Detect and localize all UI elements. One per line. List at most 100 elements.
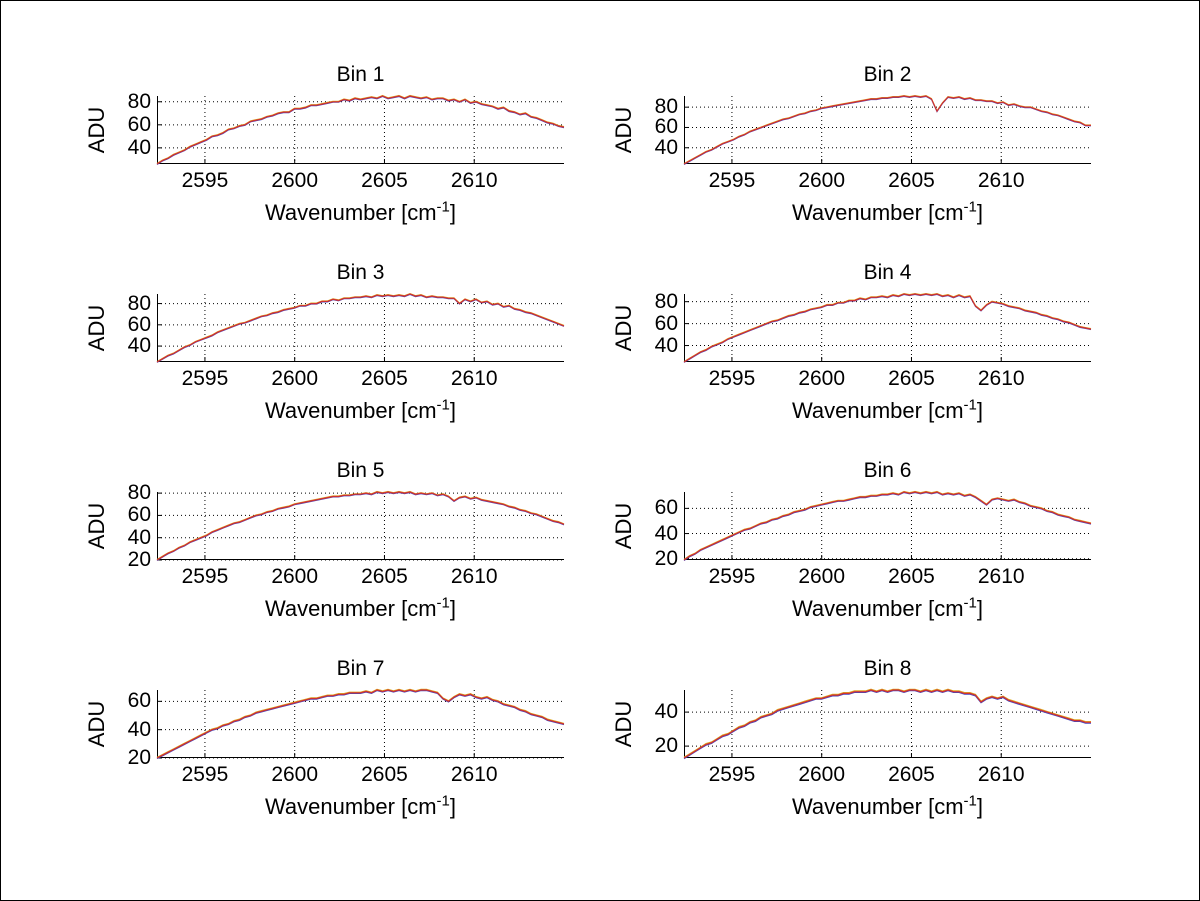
x-axis-label-base: Wavenumber [cm	[791, 398, 964, 423]
x-tick-label: 2600	[271, 367, 319, 390]
subplot-title: Bin 6	[863, 459, 912, 482]
y-tick-label: 40	[127, 525, 151, 549]
subplot-bin-1: Bin 1 ADU 40 60 80 2595 2600 2605 2610 Wavenumber…	[84, 63, 565, 225]
y-tick-label: 60	[127, 503, 151, 527]
x-tick-label: 2610	[977, 367, 1025, 390]
subplot-title: Bin 5	[336, 459, 385, 482]
data-line-underlay-yellow	[683, 292, 1092, 362]
data-line-underlay-blue	[683, 293, 1092, 363]
plot-area	[156, 490, 565, 562]
x-axis-label: Wavenumber [cm-1]	[157, 792, 564, 822]
x-tick-label: 2605	[361, 169, 408, 192]
x-axis-label: Wavenumber [cm-1]	[157, 198, 564, 228]
subplot-title: Bin 3	[336, 261, 385, 284]
data-line-underlay-yellow	[156, 94, 565, 164]
x-tick-label: 2595	[181, 763, 229, 786]
x-tick-label: 2595	[708, 367, 756, 390]
y-tick-label: 20	[127, 548, 151, 571]
x-tick-label: 2595	[181, 565, 229, 588]
y-tick-label: 80	[654, 95, 678, 119]
subplot-bin-3: Bin 3 ADU 40 60 80 2595 2600 2605 2610 Wavenumber…	[84, 261, 565, 423]
x-tick-label: 2595	[181, 169, 229, 192]
x-axis-label-end: ]	[976, 794, 984, 819]
y-tick-label: 40	[654, 135, 678, 159]
subplot-title: Bin 2	[863, 63, 912, 86]
subplot-bin-8: Bin 8 ADU 20 40 2595 2600 2605 2610 Wavenumber […	[611, 657, 1091, 819]
y-tick-label: 40	[654, 333, 678, 357]
subplot-bin-7: Bin 7 ADU 20 40 60 2595 2600 2605 2610 Wavenumber…	[84, 657, 565, 819]
data-line-underlay-blue	[156, 293, 565, 363]
x-tick-label: 2605	[888, 169, 935, 192]
y-tick-label: 20	[654, 734, 678, 758]
x-axis-label: Wavenumber [cm-1]	[684, 396, 1091, 426]
x-axis-label-base: Wavenumber [cm	[791, 596, 964, 621]
y-tick-label: 60	[654, 311, 678, 335]
x-axis-label-end: ]	[976, 398, 984, 423]
y-tick-label: 80	[654, 289, 678, 313]
subplot-title: Bin 4	[863, 261, 912, 284]
x-axis-label-base: Wavenumber [cm	[264, 596, 437, 621]
x-axis-label-base: Wavenumber [cm	[264, 794, 437, 819]
x-axis-label-exponent: -1	[436, 594, 450, 612]
x-tick-label: 2610	[450, 763, 498, 786]
x-tick-label: 2605	[888, 367, 935, 390]
x-tick-label: 2605	[888, 565, 935, 588]
x-axis-label: Wavenumber [cm-1]	[157, 594, 564, 624]
x-tick-label: 2595	[708, 763, 756, 786]
x-axis-label-exponent: -1	[436, 396, 450, 414]
x-axis-label-exponent: -1	[436, 792, 450, 810]
x-tick-label: 2610	[977, 763, 1025, 786]
x-tick-label: 2610	[450, 565, 498, 588]
data-line-underlay-blue	[683, 690, 1091, 760]
x-tick-label: 2605	[361, 367, 408, 390]
data-line	[156, 293, 565, 363]
x-tick-label: 2600	[271, 565, 319, 588]
data-line-underlay-yellow	[683, 688, 1091, 758]
x-axis-label-exponent: -1	[963, 198, 977, 216]
data-line-underlay-blue	[156, 492, 565, 562]
data-line	[156, 689, 565, 759]
subplot-title: Bin 1	[336, 63, 385, 86]
x-axis-label-exponent: -1	[436, 198, 450, 216]
plot-area	[156, 292, 565, 363]
x-axis-label-end: ]	[449, 596, 457, 621]
data-line	[156, 95, 565, 165]
plot-area	[683, 688, 1091, 760]
subplot-title: Bin 8	[863, 657, 912, 680]
y-tick-label: 40	[127, 135, 151, 159]
x-tick-label: 2605	[361, 565, 408, 588]
x-axis-label-end: ]	[449, 398, 457, 423]
x-tick-label: 2595	[708, 565, 756, 588]
y-tick-label: 40	[127, 717, 151, 741]
y-tick-label: 80	[127, 89, 151, 113]
x-axis-label-end: ]	[976, 200, 984, 225]
y-tick-label: 40	[654, 521, 678, 545]
plot-area	[156, 688, 565, 760]
data-line-underlay-yellow	[683, 490, 1092, 560]
y-tick-label: 60	[127, 312, 151, 336]
x-axis-label-base: Wavenumber [cm	[791, 794, 964, 819]
x-axis-label: Wavenumber [cm-1]	[157, 396, 564, 426]
data-line	[683, 689, 1091, 759]
x-tick-label: 2600	[798, 565, 846, 588]
x-axis-label: Wavenumber [cm-1]	[684, 594, 1091, 624]
x-tick-label: 2610	[450, 367, 498, 390]
x-axis-label-end: ]	[449, 794, 457, 819]
x-axis-label-exponent: -1	[963, 792, 977, 810]
y-tick-label: 40	[127, 334, 151, 358]
x-tick-label: 2595	[181, 367, 229, 390]
x-axis-label: Wavenumber [cm-1]	[684, 792, 1091, 822]
y-tick-label: 60	[654, 115, 678, 139]
x-axis-label-base: Wavenumber [cm	[264, 200, 437, 225]
x-tick-label: 2600	[798, 763, 846, 786]
data-line-underlay-yellow	[683, 94, 1091, 164]
plot-area	[683, 94, 1091, 165]
plot-area	[683, 490, 1092, 562]
data-line-underlay-blue	[683, 492, 1092, 562]
x-tick-label: 2605	[888, 763, 935, 786]
data-line	[683, 95, 1091, 165]
x-tick-label: 2600	[798, 367, 846, 390]
subplot-bin-5: Bin 5 ADU 20 40 60 80 2595 2600 2605 2610 Wavenumb…	[84, 459, 565, 621]
data-line-underlay-yellow	[156, 490, 565, 560]
